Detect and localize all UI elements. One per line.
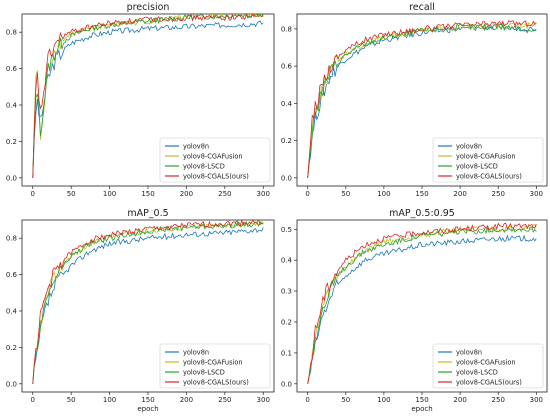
legend-entry: yolov8-CGALS(ours): [183, 378, 249, 386]
series-line-3: [32, 220, 264, 384]
chart-title: mAP_0.5:0.95: [389, 208, 455, 219]
x-tick-label: 300: [530, 190, 543, 198]
series-line-4: [32, 220, 264, 384]
legend-box: [159, 137, 271, 183]
chart-panel-2: recall 0 50 100 150 200 250 300 0.0 0.2 0.4 0.6 0.8 y…: [281, 2, 548, 198]
y-tick-label: 0.2: [6, 344, 17, 352]
legend-entry: yolov8-CGAFusion: [456, 152, 516, 160]
legend-entry: yolov8-LSCD: [456, 368, 498, 376]
x-tick-label: 50: [341, 396, 350, 404]
y-tick-label: 0.8: [281, 25, 292, 33]
series-line-3: [307, 226, 537, 384]
x-tick-label: 100: [103, 190, 116, 198]
legend-entry: yolov8-CGALS(ours): [456, 378, 522, 386]
x-tick-label: 150: [141, 396, 154, 404]
x-tick-label: 50: [341, 190, 350, 198]
legend-box: [159, 343, 271, 389]
chart-panel-3: mAP_0.5 0 50 100 150 200 250 300 0.0 0.2 0.4 0.6 0.8…: [6, 208, 275, 413]
x-tick-label: 300: [257, 396, 270, 404]
x-tick-label: 50: [67, 190, 76, 198]
chart-panel-4: mAP_0.5:0.95 0 50 100 150 200 250 300 0.0 0.1 0.2 0…: [281, 208, 548, 413]
y-tick-label: 0.4: [6, 308, 18, 316]
x-tick-label: 250: [492, 396, 505, 404]
series-line-1: [307, 23, 537, 178]
x-tick-label: 0: [305, 190, 309, 198]
y-tick-label: 0.1: [281, 349, 292, 357]
legend-entry: yolov8n: [183, 348, 209, 356]
x-tick-label: 200: [180, 396, 193, 404]
x-axis-label: epoch: [411, 405, 432, 413]
x-axis-label: epoch: [137, 405, 158, 413]
y-tick-label: 0.4: [281, 100, 293, 108]
y-tick-label: 0.2: [281, 137, 292, 145]
x-tick-label: 100: [377, 396, 390, 404]
chart-panel-1: precision 0 50 100 150 200 250 300 0.0 0.2 0.4 0.6 0…: [6, 2, 275, 198]
legend-entry: yolov8n: [456, 348, 482, 356]
x-tick-label: 150: [141, 190, 154, 198]
series-line-2: [307, 224, 537, 384]
chart-title: recall: [409, 2, 435, 13]
x-tick-label: 150: [415, 396, 428, 404]
y-tick-label: 0.8: [6, 235, 17, 243]
legend-entry: yolov8-LSCD: [183, 162, 225, 170]
x-tick-label: 100: [103, 396, 116, 404]
legend-entry: yolov8-CGAFusion: [183, 152, 243, 160]
series-line-1: [32, 20, 264, 178]
legend-entry: yolov8n: [456, 142, 482, 150]
series-line-4: [32, 14, 264, 178]
legend-entry: yolov8-CGAFusion: [456, 358, 516, 366]
x-tick-label: 200: [180, 190, 193, 198]
x-tick-label: 200: [453, 190, 466, 198]
series-line-3: [32, 14, 264, 178]
series-line-1: [32, 227, 264, 384]
y-tick-label: 0.4: [6, 102, 18, 110]
series-line-4: [307, 222, 537, 384]
x-tick-label: 300: [257, 190, 270, 198]
y-tick-label: 0.0: [281, 380, 292, 388]
chart-title: precision: [127, 2, 170, 13]
legend-box: [432, 137, 544, 183]
legend-entry: yolov8-CGALS(ours): [183, 172, 249, 180]
x-tick-label: 0: [31, 396, 35, 404]
legend-box: [432, 343, 544, 389]
y-tick-label: 0.3: [281, 288, 292, 296]
y-tick-label: 0.2: [281, 318, 292, 326]
series-line-2: [32, 221, 264, 384]
y-tick-label: 0.5: [281, 226, 292, 234]
x-tick-label: 150: [415, 190, 428, 198]
y-tick-label: 0.0: [6, 174, 17, 182]
x-tick-label: 250: [218, 396, 231, 404]
x-tick-label: 0: [31, 190, 35, 198]
x-tick-label: 300: [530, 396, 543, 404]
legend-entry: yolov8-CGAFusion: [183, 358, 243, 366]
legend-entry: yolov8n: [183, 142, 209, 150]
y-tick-label: 0.6: [6, 65, 18, 73]
series-line-4: [307, 19, 537, 178]
legend-entry: yolov8-LSCD: [183, 368, 225, 376]
x-tick-label: 250: [218, 190, 231, 198]
x-tick-label: 100: [377, 190, 390, 198]
y-tick-label: 0.2: [6, 138, 17, 146]
y-tick-label: 0.6: [6, 271, 18, 279]
legend-entry: yolov8-LSCD: [456, 162, 498, 170]
x-tick-label: 50: [67, 396, 76, 404]
x-tick-label: 200: [453, 396, 466, 404]
chart-title: mAP_0.5: [127, 208, 168, 219]
legend-entry: yolov8-CGALS(ours): [456, 172, 522, 180]
series-line-1: [307, 234, 537, 384]
y-tick-label: 0.0: [281, 174, 292, 182]
x-tick-label: 250: [492, 190, 505, 198]
series-line-3: [307, 23, 537, 178]
y-tick-label: 0.4: [281, 257, 293, 265]
y-tick-label: 0.6: [281, 63, 293, 71]
y-tick-label: 0.0: [6, 380, 17, 388]
x-tick-label: 0: [305, 396, 309, 404]
y-tick-label: 0.8: [6, 29, 17, 37]
